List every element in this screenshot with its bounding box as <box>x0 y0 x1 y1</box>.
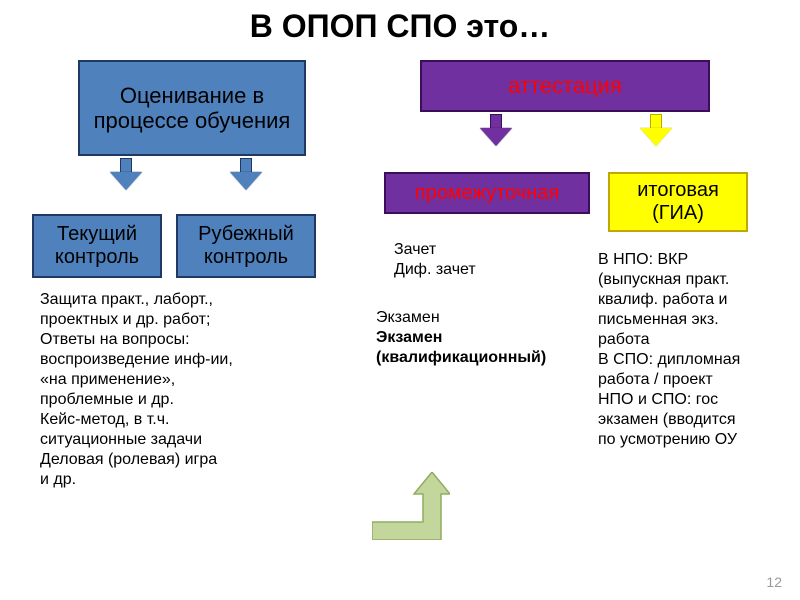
box-boundary-control: Рубежный контроль <box>176 214 316 278</box>
box-attestation-label: аттестация <box>508 73 622 98</box>
box-current-control: Текущий контроль <box>32 214 162 278</box>
box-final-label: итоговая (ГИА) <box>610 179 746 225</box>
box-intermediate-label: промежуточная <box>415 182 559 205</box>
arrow-attestation-to-intermediate <box>480 114 512 146</box>
diagram-title: В ОПОП СПО это… <box>0 8 800 45</box>
arrow-attestation-to-final <box>640 114 672 146</box>
box-attestation: аттестация <box>420 60 710 112</box>
text-zachet: ЗачетДиф. зачет <box>394 240 604 280</box>
text-right-details: В НПО: ВКР(выпускная практ.квалиф. работ… <box>598 250 798 450</box>
text-left-details: Защита практ., лаборт.,проектных и др. р… <box>40 290 360 490</box>
text-exam: ЭкзаменЭкзамен (квалификационный) <box>376 308 606 368</box>
slide-number: 12 <box>766 574 782 590</box>
box-final-gia: итоговая (ГИА) <box>608 172 748 232</box>
box-rubezh-label: Рубежный контроль <box>178 223 314 269</box>
diagram-canvas: { "title": "В ОПОП СПО это…", "slide_num… <box>0 0 800 600</box>
box-current-label: Текущий контроль <box>34 223 160 269</box>
box-intermediate: промежуточная <box>384 172 590 214</box>
box-assessment-label: Оценивание в процессе обучения <box>80 83 304 134</box>
arrow-exam-pointer <box>372 472 450 540</box>
arrow-assessment-to-current <box>110 158 142 190</box>
box-assessment: Оценивание в процессе обучения <box>78 60 306 156</box>
arrow-assessment-to-rubezh <box>230 158 262 190</box>
